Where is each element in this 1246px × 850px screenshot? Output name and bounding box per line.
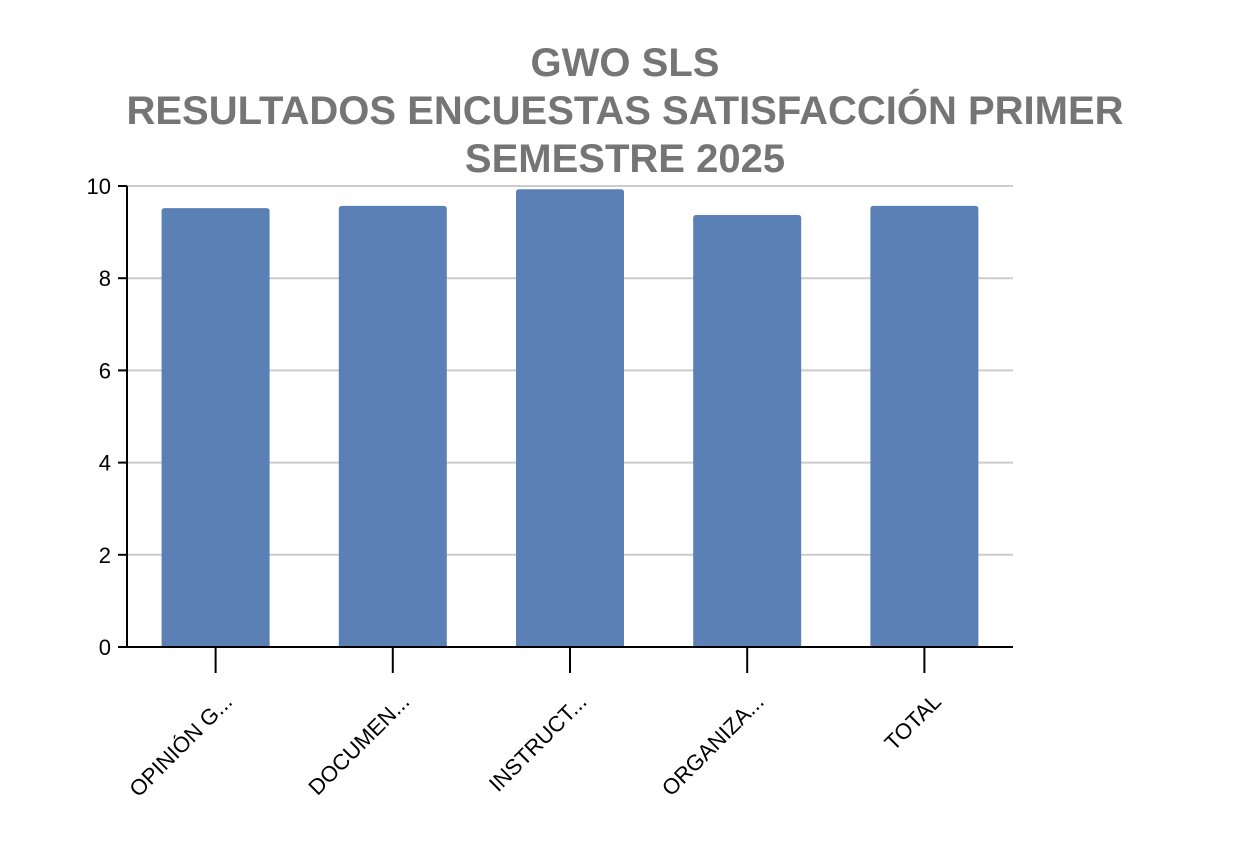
y-axis-ticks: 0 2 4 6 8 10: [87, 174, 127, 660]
bar: [693, 215, 802, 647]
x-category-label: DOCUMEN...: [303, 689, 414, 800]
y-tick-label: 8: [99, 266, 111, 291]
x-category-label: OPINIÓN G...: [124, 689, 237, 802]
chart-title: GWO SLS RESULTADOS ENCUESTAS SATISFACCIÓ…: [126, 41, 1123, 181]
bar: [870, 205, 979, 647]
y-tick-label: 6: [99, 358, 111, 383]
x-category-label: TOTAL: [880, 689, 946, 755]
y-tick-label: 10: [87, 174, 111, 199]
chart-title-line-2: RESULTADOS ENCUESTAS SATISFACCIÓN PRIMER: [126, 87, 1123, 133]
chart-title-line-1: GWO SLS: [531, 41, 720, 85]
x-axis-ticks: OPINIÓN G... DOCUMEN... INSTRUCT... ORGANIZ…: [124, 647, 946, 802]
y-tick-label: 2: [99, 543, 111, 568]
bar: [161, 208, 270, 648]
y-tick-label: 0: [99, 635, 111, 660]
y-tick-label: 4: [99, 451, 111, 476]
x-category-label: ORGANIZA...: [657, 689, 769, 801]
bars: [161, 189, 979, 648]
bar: [338, 205, 447, 647]
chart-title-line-3: SEMESTRE 2025: [465, 137, 785, 181]
bar: [516, 189, 624, 648]
x-category-label: INSTRUCT...: [484, 689, 592, 797]
